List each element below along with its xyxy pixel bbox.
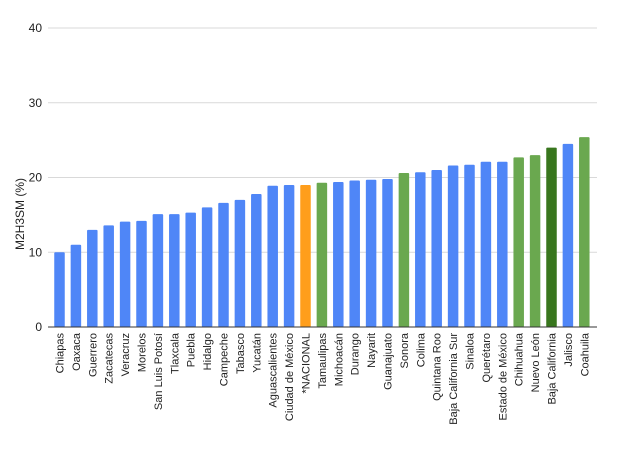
x-tick-label: Chiapas (55, 333, 67, 374)
x-tick-label: Colima (415, 332, 427, 367)
x-tick-label: Tlaxcala (169, 332, 181, 374)
x-tick-label: Sinaloa (465, 332, 477, 370)
x-tick-label: Michoacán (333, 333, 345, 386)
x-tick-label: Baja California (547, 332, 559, 404)
bar-16 (316, 182, 328, 327)
y-tick-label: 0 (35, 320, 42, 334)
x-tick-label: Nayarit (366, 333, 378, 368)
bar-21 (398, 173, 410, 327)
y-tick-label: 30 (29, 96, 43, 110)
x-tick-label: Tamaulipas (317, 333, 329, 389)
x-tick-label: San Luis Potosí (153, 333, 165, 410)
bar-22 (415, 172, 426, 327)
x-tick-label: Estado de México (497, 333, 509, 420)
bar-7 (169, 214, 180, 327)
bar-6 (152, 214, 164, 327)
y-tick-label: 40 (29, 21, 43, 35)
bar-8 (185, 212, 196, 327)
x-tick-label: Morelos (137, 333, 149, 373)
x-tick-label: Coahuila (579, 332, 591, 376)
bar-32 (579, 137, 590, 327)
x-tick-label: *NACIONAL (301, 333, 313, 394)
bar-3 (103, 225, 114, 327)
x-tick-label: Ciudad de México (284, 333, 296, 421)
y-tick-label: 10 (29, 245, 43, 259)
x-axis-labels: Chiapas Oaxaca Guerrero Zacatecas Veracruz Mo… (55, 332, 592, 425)
bar-5 (136, 220, 147, 327)
x-tick-label: Quintana Roo (432, 333, 444, 401)
y-axis-ticks: 0 10 20 30 40 (29, 21, 43, 334)
bar-12 (251, 193, 262, 327)
bar-9 (201, 207, 213, 327)
x-tick-label: Guanajuato (383, 333, 395, 390)
bar-30 (546, 147, 557, 327)
x-tick-label: Oaxaca (71, 332, 83, 371)
x-tick-label: Puebla (186, 332, 198, 367)
x-tick-label: Baja California Sur (448, 333, 460, 425)
x-tick-label: Nuevo León (530, 333, 542, 392)
bar-17 (333, 181, 344, 327)
x-tick-label: Chihuahua (514, 332, 526, 386)
bar-19 (365, 179, 377, 327)
bar-29 (529, 155, 541, 327)
bar-13 (267, 185, 278, 327)
x-tick-label: Campeche (219, 333, 231, 386)
x-tick-label: Yucatán (251, 333, 263, 373)
bar-25 (464, 164, 475, 327)
bar-23 (431, 170, 442, 327)
bars (54, 137, 590, 327)
x-tick-label: Durango (350, 333, 362, 375)
x-tick-label: Querétaro (481, 333, 493, 383)
bar-27 (497, 161, 508, 327)
x-tick-label: Tabasco (235, 333, 247, 374)
x-tick-label: Sonora (399, 332, 411, 368)
bar-28 (513, 157, 524, 327)
y-tick-label: 20 (29, 171, 43, 185)
bar-0 (54, 252, 65, 327)
bar-4 (119, 221, 131, 327)
bar-24 (447, 165, 459, 327)
y-axis-title: M2H3SM (%) (13, 178, 27, 250)
x-tick-label: Aguascalientes (268, 333, 280, 408)
bar-11 (234, 199, 246, 327)
bar-18 (349, 180, 360, 327)
x-tick-label: Guerrero (87, 333, 99, 377)
x-tick-label: Jalisco (563, 333, 575, 367)
bar-20 (382, 178, 393, 327)
x-tick-label: Hidalgo (202, 333, 214, 370)
bar-31 (562, 143, 574, 327)
x-tick-label: Veracruz (120, 333, 132, 376)
bar-2 (87, 229, 98, 327)
bar-1 (70, 244, 82, 327)
bar-26 (480, 161, 492, 327)
bar-15 (300, 184, 311, 327)
x-tick-label: Zacatecas (104, 333, 116, 384)
bar-10 (218, 202, 229, 327)
bar-14 (283, 184, 295, 327)
